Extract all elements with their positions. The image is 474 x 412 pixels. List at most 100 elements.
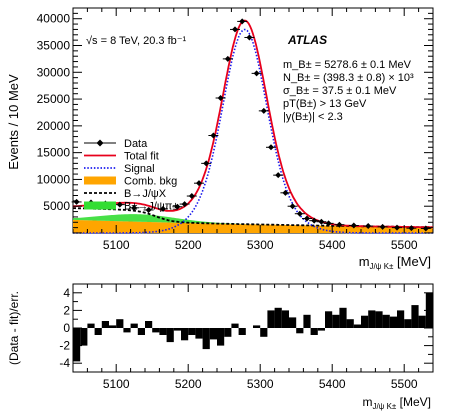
residual-bar [361, 315, 369, 328]
data-point [201, 160, 212, 167]
signal-curve [73, 28, 433, 234]
residual-bar [80, 328, 88, 346]
residual-bar [130, 323, 138, 328]
residual-bar [281, 310, 289, 328]
fit-result-pt-cut: pT(B±) > 13 GeV [283, 98, 367, 110]
data-point [309, 217, 320, 224]
data-point [129, 204, 140, 211]
data-point [316, 218, 327, 225]
legend-label: Signal [124, 163, 155, 175]
data-point [266, 144, 276, 151]
data-point [237, 18, 248, 25]
residual-bar [353, 324, 361, 328]
residual-bar [310, 328, 318, 335]
residual-bar [296, 328, 304, 334]
top-x-axis-label: mJ/ψ K± [MeV] [359, 254, 431, 271]
x-tick-label: 5300 [247, 377, 274, 391]
y-tick-label: 0 [63, 321, 70, 335]
pion-fill [73, 214, 433, 228]
legend-entry: Signal [84, 163, 155, 175]
y-tick-label: 30000 [37, 65, 71, 79]
data-point [302, 215, 312, 222]
data-point [208, 132, 219, 139]
residual-bar [411, 305, 419, 328]
fit-result-mass: m_B± = 5278.6 ± 0.1 MeV [283, 59, 412, 71]
residual-bar [368, 310, 376, 328]
residual-bar [253, 325, 261, 328]
residual-bar [260, 328, 268, 337]
legend-label: Data [124, 138, 148, 150]
residual-bar [224, 328, 232, 337]
residual-bar [382, 314, 390, 328]
atlas-label: ATLAS [287, 33, 327, 47]
legend-label: B±→J/ψπ± [124, 201, 178, 213]
y-tick-label: 5000 [43, 199, 70, 213]
residual-bar [152, 328, 160, 333]
bottom-axes: 5100 5200 5300 5400 5500 -4 -2 0 2 4 [59, 283, 434, 391]
data-point [348, 222, 359, 229]
residual-bar [116, 319, 124, 328]
legend-label: Total fit [124, 151, 159, 163]
data-point [377, 223, 388, 230]
x-tick-label: 5100 [103, 377, 130, 391]
data-point [172, 203, 183, 210]
x-tick-label: 5500 [391, 377, 418, 391]
bottom-x-axis-label: mJ/ψ K± [MeV] [362, 395, 431, 411]
data-point [392, 224, 402, 231]
residual-bar [109, 325, 117, 328]
data-point [280, 189, 291, 196]
data-point [406, 225, 417, 232]
fit-result-rapidity-cut: |y(B±)| < 2.3 [283, 111, 343, 123]
residual-bar [397, 310, 405, 328]
y-tick-label: -2 [59, 339, 70, 353]
bottom-panel: 5100 5200 5300 5400 5500 -4 -2 0 2 4 (Data - fit)… [7, 283, 434, 411]
data-point [194, 180, 204, 187]
legend-entry: B±→J/ψπ± [84, 201, 178, 213]
residual-bar [375, 311, 383, 328]
data-point [323, 220, 334, 227]
residual-bar [87, 323, 95, 328]
y-tick-label: 10000 [37, 172, 71, 186]
data-point [179, 201, 190, 208]
residual-bar [159, 328, 167, 335]
y-tick-label: 20000 [37, 119, 71, 133]
residual-bar [274, 307, 282, 328]
fit-result-yield: N_B± = (398.3 ± 0.8) × 10³ [283, 72, 414, 84]
residual-bar [137, 328, 145, 335]
data-point [287, 203, 298, 210]
data-point [230, 26, 240, 33]
data-point [363, 223, 374, 230]
residual-bar [181, 328, 189, 341]
residual-bar [209, 328, 217, 340]
y-tick-label: 25000 [37, 92, 71, 106]
y-tick-label: 2 [63, 303, 70, 317]
data-point [273, 172, 284, 179]
x-tick-label: 5400 [319, 377, 346, 391]
x-tick-label: 5100 [103, 238, 130, 252]
residual-bar [346, 319, 354, 328]
residual-bar [145, 321, 153, 328]
top-y-axis-label: Events / 10 MeV [6, 74, 21, 170]
residual-bar [289, 317, 297, 328]
residual-bar [332, 314, 340, 328]
legend-swatch [84, 176, 116, 185]
top-panel: 5100 5200 5300 5400 5500 5000 10000 15000 20000 2… [6, 7, 434, 271]
residual-bar [238, 328, 246, 335]
data-point [258, 107, 269, 114]
legend-entry: Data [84, 138, 148, 150]
residual-bar [231, 323, 239, 328]
legend-label: B→J/ψX [124, 188, 167, 200]
y-tick-label: 40000 [37, 12, 71, 26]
data-point [114, 201, 125, 208]
residual-bar [101, 321, 109, 328]
x-tick-label: 5200 [175, 238, 202, 252]
legend-entry: B→J/ψX [84, 188, 167, 200]
residual-bar [217, 328, 225, 346]
residual-bar [404, 319, 412, 328]
data-point [294, 210, 305, 217]
residual-bar [317, 328, 325, 331]
residual-bar [195, 328, 203, 339]
residual-bar [389, 316, 397, 328]
